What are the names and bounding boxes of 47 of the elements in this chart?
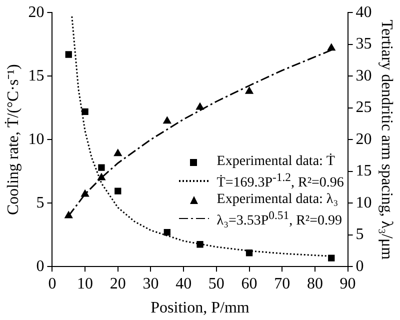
point <box>114 188 122 194</box>
x-axis-title: Position, P/mm <box>150 300 250 317</box>
point <box>163 116 172 124</box>
point <box>164 228 170 236</box>
y-tick-label: 10 <box>28 130 44 148</box>
x-tick-label: 50 <box>208 275 224 292</box>
y2-tick-label: 35 <box>356 36 372 53</box>
y2-tick-label: 5 <box>356 226 364 244</box>
y2-tick-label: 10 <box>356 194 372 212</box>
y-axis-title: Cooling rate, Ṫ/(°C·s⁻¹) <box>4 64 22 216</box>
y2-tick-label: 40 <box>356 4 372 21</box>
y2-tick-label: 15 <box>356 162 372 180</box>
y-tick-label: 20 <box>28 4 44 21</box>
x-tick-label: 0 <box>48 275 56 292</box>
x-tick-label: 60 <box>241 275 258 292</box>
x-tick-label: 20 <box>110 275 126 292</box>
y2-tick-label: 25 <box>356 99 372 116</box>
point <box>82 108 88 115</box>
point <box>65 51 72 58</box>
y2-axis-title: Tertiary dendritic arm spacing, λ₃/μm <box>378 20 396 260</box>
point <box>98 164 105 171</box>
point <box>81 190 90 197</box>
legend-label: λ₃=3.53P$^{0.51}$, R²=0.99 <box>216 208 342 230</box>
point <box>196 241 204 248</box>
legend-label: Experimental data: Ṫ <box>216 154 335 170</box>
x-tick-label: 70 <box>274 275 290 292</box>
point <box>327 44 336 51</box>
y-tick-label: 0 <box>36 258 44 275</box>
x-tick-label: 10 <box>77 275 94 292</box>
x-tick-label: 30 <box>142 275 159 292</box>
y-tick-label: 15 <box>28 67 44 84</box>
x-tick-label: 80 <box>306 275 323 292</box>
y-tick-label: 5 <box>36 194 44 212</box>
y2-tick-label: 20 <box>356 130 372 148</box>
y2-tick-label: 0 <box>356 258 364 275</box>
point <box>114 149 122 156</box>
legend-label: Ṫ=169.3P$^{-1.2}$, R²=0.96 <box>216 170 344 192</box>
point <box>328 254 335 262</box>
legend-label: Experimental data: λ₃ <box>216 192 338 208</box>
x-tick-label: 40 <box>176 275 192 292</box>
x-tick-label: 90 <box>340 275 356 292</box>
point <box>98 173 106 180</box>
point <box>196 102 204 110</box>
point <box>64 211 73 218</box>
point <box>246 250 253 256</box>
y2-tick-label: 30 <box>356 67 372 84</box>
point <box>245 86 254 94</box>
